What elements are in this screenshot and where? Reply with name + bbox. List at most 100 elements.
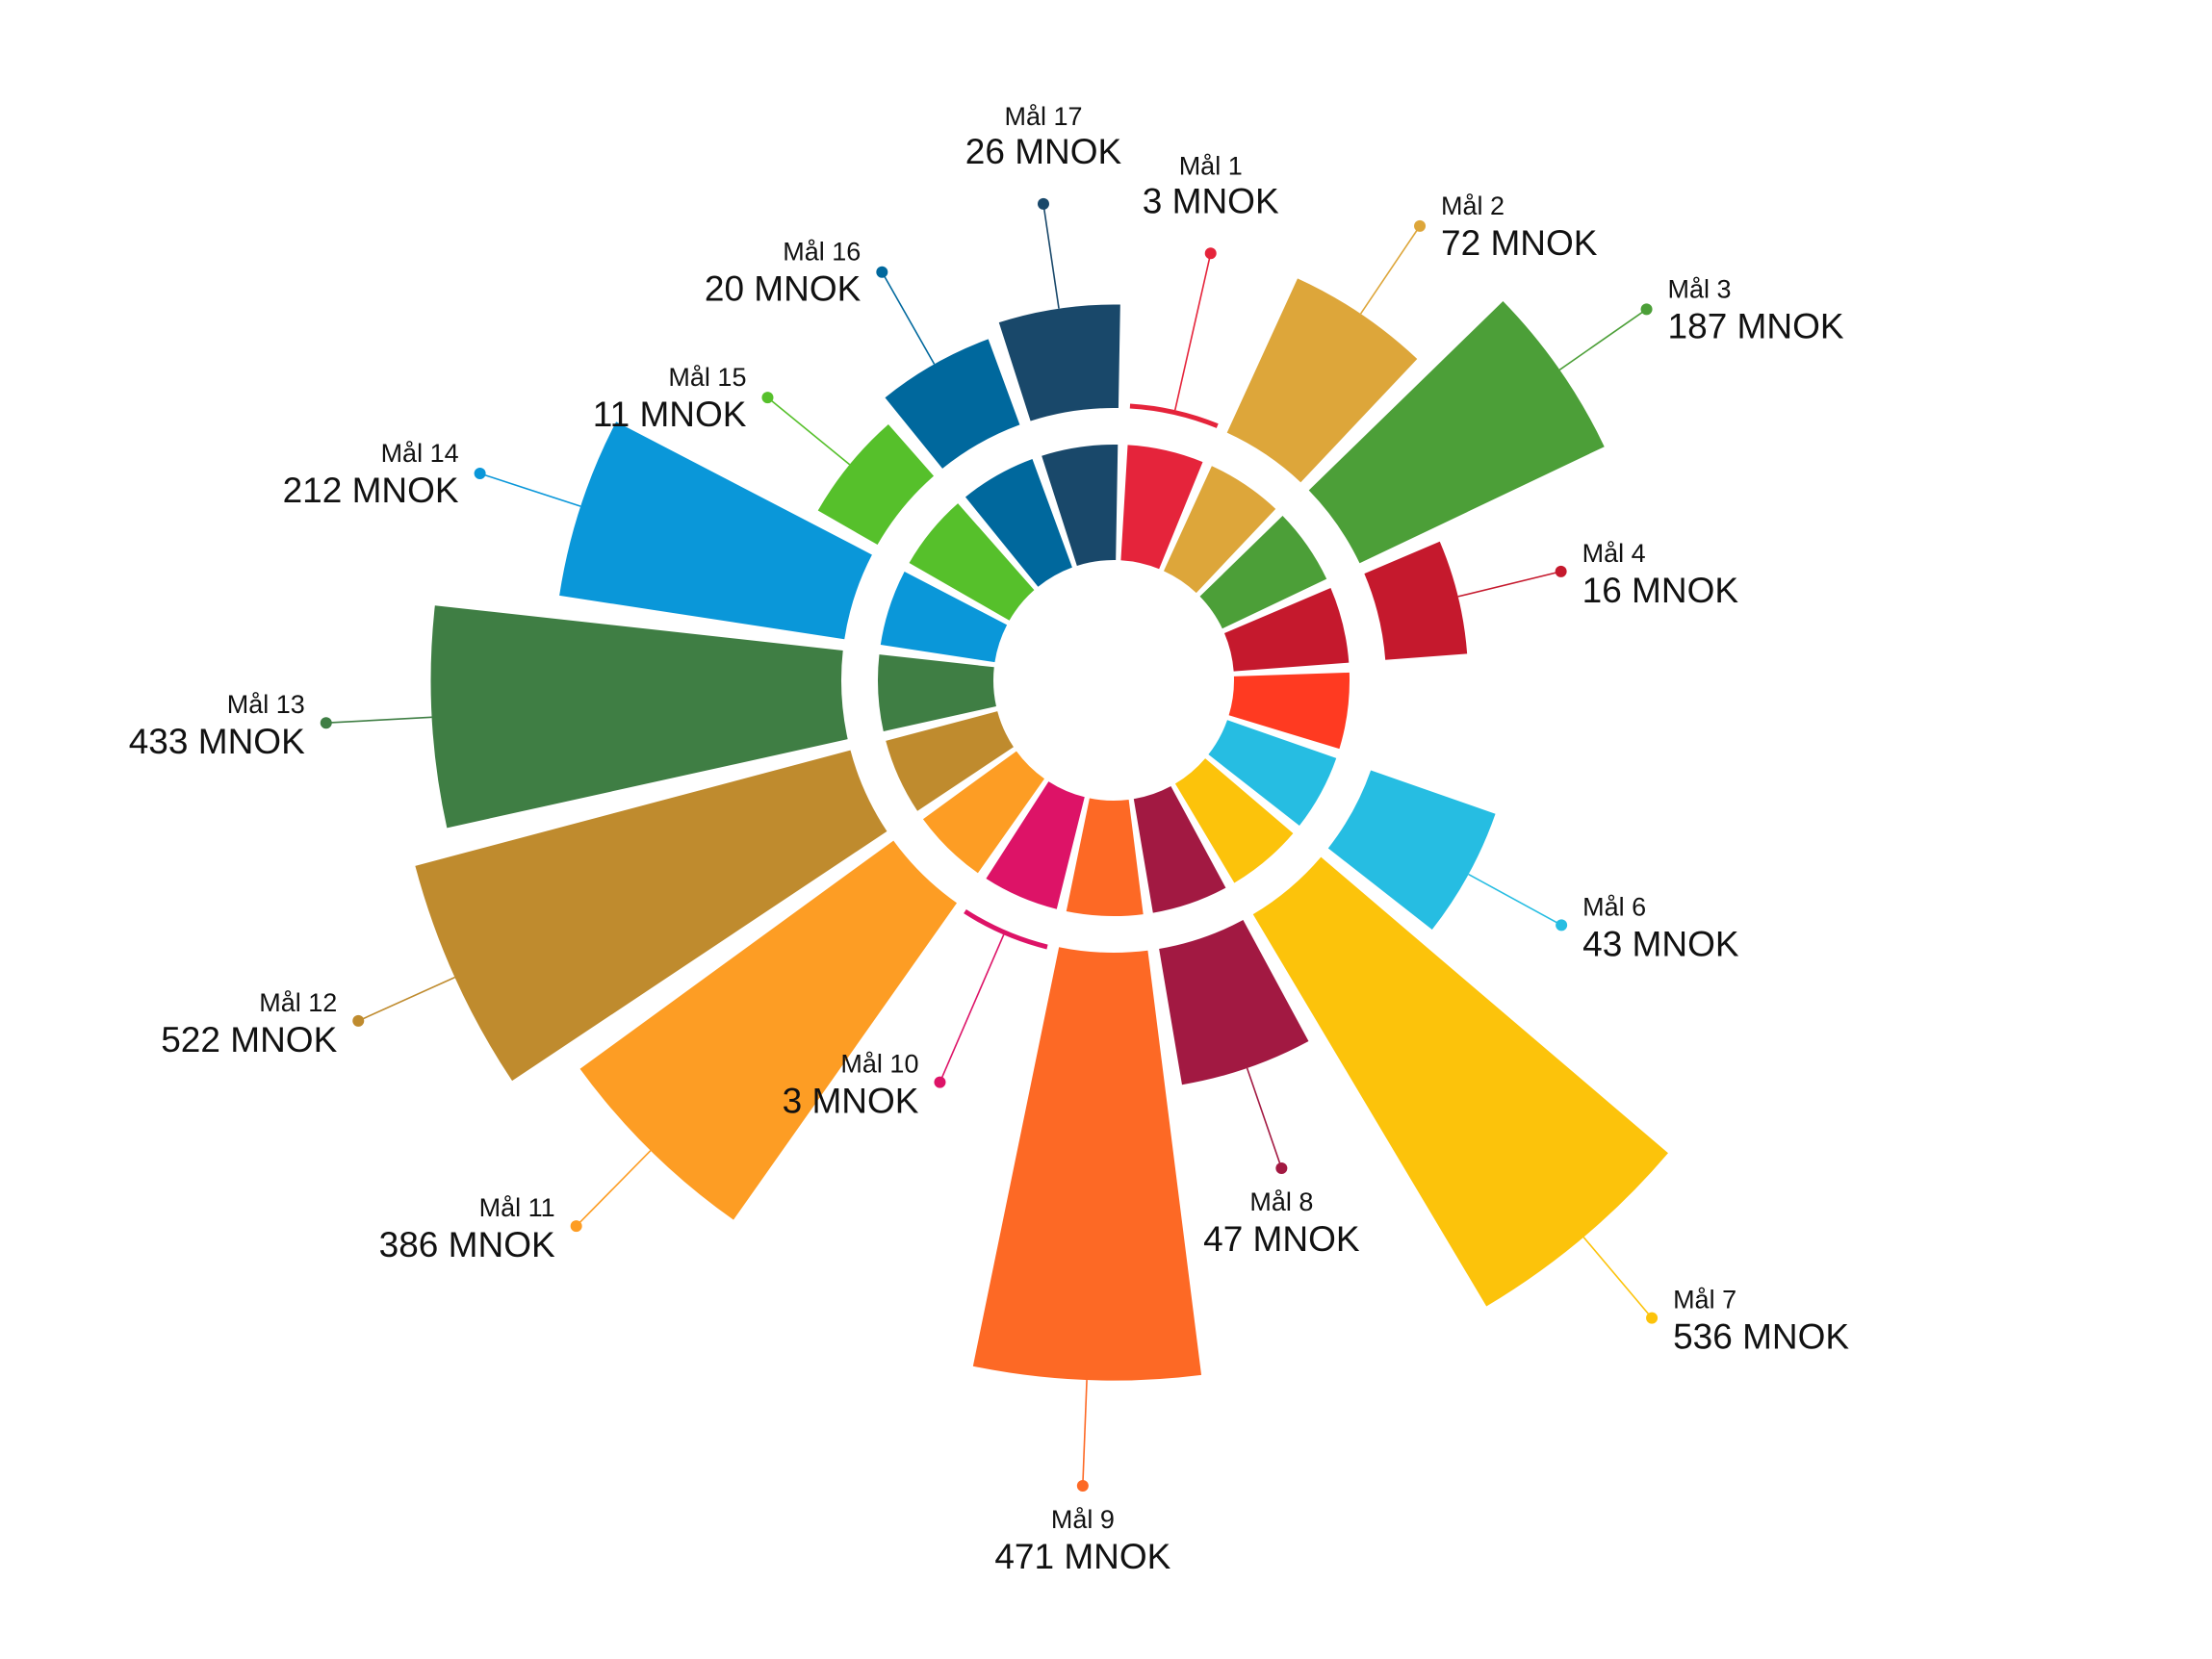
inner-sector-6	[1208, 720, 1337, 827]
goal-name-label-7: Mål 7	[1673, 1286, 1736, 1314]
outer-value-bars	[415, 278, 1668, 1381]
goal-name-label-4: Mål 4	[1582, 539, 1646, 568]
goal-name-label-1: Mål 1	[1179, 151, 1243, 180]
value-bar-15	[817, 424, 935, 546]
leader-dot-13	[320, 717, 332, 729]
label-leader-lines	[320, 197, 1659, 1492]
value-bar-9	[972, 947, 1202, 1381]
goal-name-label-3: Mål 3	[1668, 274, 1732, 303]
goal-value-label-7: 536 MNOK	[1673, 1317, 1849, 1357]
value-bar-13	[430, 605, 848, 829]
leader-line-7	[1582, 1237, 1653, 1319]
inner-sector-7	[1174, 758, 1294, 883]
goal-value-label-2: 72 MNOK	[1441, 223, 1598, 263]
inner-goal-ring	[878, 445, 1350, 916]
goal-value-label-4: 16 MNOK	[1582, 571, 1739, 610]
inner-sector-1	[1120, 445, 1203, 570]
goal-value-label-12: 522 MNOK	[161, 1020, 337, 1059]
value-bar-3	[1308, 301, 1605, 564]
leader-dot-3	[1640, 303, 1653, 316]
leader-dot-16	[876, 266, 888, 278]
inner-sector-4	[1224, 587, 1350, 672]
leader-line-9	[1082, 1380, 1088, 1486]
value-bar-4	[1364, 541, 1468, 660]
inner-sector-3	[1199, 516, 1327, 629]
inner-sector-10	[986, 781, 1085, 909]
goal-name-label-14: Mål 14	[381, 439, 459, 468]
goal-name-label-12: Mål 12	[259, 988, 337, 1017]
goal-value-label-8: 47 MNOK	[1203, 1219, 1360, 1259]
leader-dot-2	[1414, 219, 1427, 232]
leader-line-13	[325, 716, 432, 725]
inner-sector-15	[909, 503, 1035, 621]
value-bar-8	[1159, 920, 1309, 1085]
goal-value-label-10: 3 MNOK	[783, 1082, 919, 1121]
goal-name-label-6: Mål 6	[1582, 892, 1646, 921]
goal-value-label-6: 43 MNOK	[1582, 924, 1739, 963]
value-bar-7	[1252, 856, 1668, 1307]
goal-name-label-2: Mål 2	[1441, 191, 1505, 220]
value-bar-14	[559, 421, 872, 640]
goal-value-label-13: 433 MNOK	[129, 722, 305, 761]
value-bar-17	[998, 304, 1120, 421]
leader-line-2	[1359, 225, 1421, 315]
inner-sector-13	[878, 654, 996, 731]
leader-dot-15	[761, 392, 774, 404]
value-bar-1	[1129, 403, 1219, 428]
goal-name-label-13: Mål 13	[227, 690, 305, 719]
leader-dot-4	[1555, 565, 1567, 577]
inner-sector-17	[1042, 445, 1119, 566]
leader-dot-8	[1275, 1162, 1288, 1175]
goal-value-label-3: 187 MNOK	[1668, 306, 1844, 345]
goal-value-label-1: 3 MNOK	[1143, 181, 1279, 220]
goal-name-label-17: Mål 17	[1004, 102, 1082, 131]
value-bar-12	[415, 750, 887, 1082]
goal-name-label-10: Mål 10	[840, 1050, 918, 1079]
value-bar-11	[579, 840, 958, 1220]
leader-line-6	[1468, 873, 1562, 927]
goal-value-label-9: 471 MNOK	[994, 1537, 1170, 1576]
inner-sector-2	[1163, 466, 1276, 594]
inner-sector-14	[880, 571, 1008, 663]
leader-dot-14	[474, 468, 486, 480]
leader-line-4	[1457, 571, 1561, 598]
value-bar-16	[885, 339, 1020, 469]
leader-line-16	[881, 271, 936, 365]
goal-name-label-9: Mål 9	[1051, 1505, 1115, 1534]
inner-sector-5	[1228, 672, 1350, 750]
leader-line-11	[576, 1150, 652, 1227]
leader-dot-10	[934, 1076, 946, 1088]
goal-value-label-11: 386 MNOK	[379, 1225, 555, 1264]
leader-dot-9	[1076, 1479, 1089, 1492]
goal-value-label-16: 20 MNOK	[705, 269, 862, 309]
leader-line-3	[1558, 308, 1648, 370]
inner-sector-12	[886, 711, 1014, 811]
leader-line-14	[479, 472, 581, 507]
leader-line-17	[1042, 203, 1060, 309]
leader-dot-17	[1037, 197, 1049, 210]
value-bar-6	[1327, 770, 1496, 930]
leader-dot-6	[1556, 919, 1568, 932]
goal-name-label-16: Mål 16	[783, 238, 861, 267]
leader-line-10	[939, 934, 1005, 1083]
goal-value-label-17: 26 MNOK	[965, 132, 1122, 171]
leader-dot-7	[1646, 1312, 1659, 1324]
value-bar-10	[964, 908, 1048, 950]
inner-sector-11	[922, 751, 1045, 874]
leader-line-1	[1173, 253, 1212, 411]
leader-line-15	[766, 396, 851, 466]
inner-sector-16	[965, 459, 1072, 587]
leader-dot-12	[352, 1014, 365, 1027]
inner-sector-9	[1066, 798, 1144, 916]
leader-dot-11	[570, 1220, 582, 1233]
goal-value-label-15: 11 MNOK	[593, 395, 747, 434]
leader-line-8	[1246, 1067, 1283, 1169]
value-bar-2	[1226, 278, 1418, 483]
goal-value-label-14: 212 MNOK	[283, 471, 459, 510]
goal-name-label-8: Mål 8	[1249, 1187, 1313, 1216]
inner-sector-8	[1133, 785, 1226, 913]
leader-line-12	[357, 976, 455, 1022]
goal-name-label-11: Mål 11	[479, 1193, 555, 1222]
